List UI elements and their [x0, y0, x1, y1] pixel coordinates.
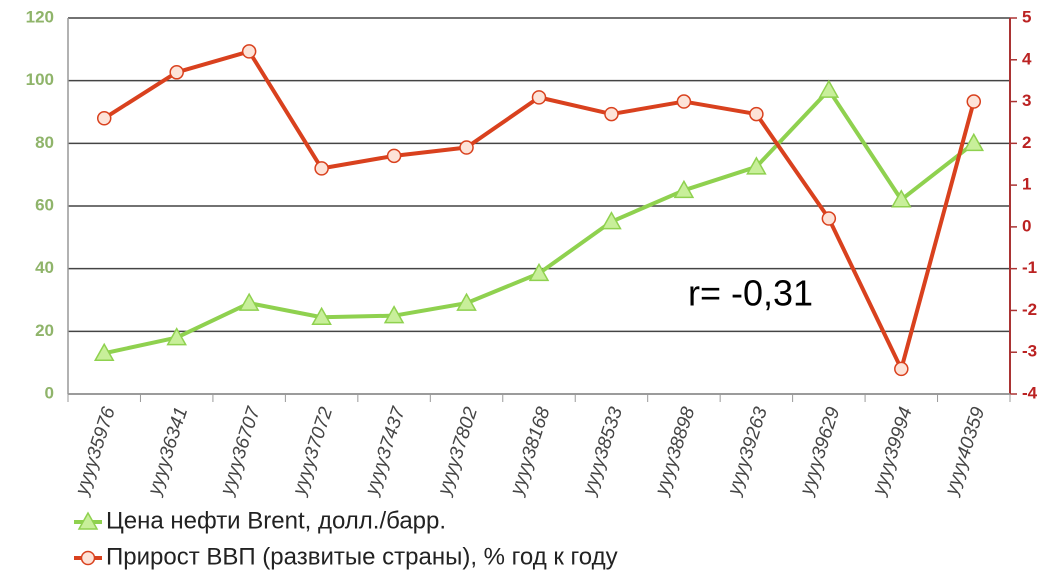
y2-tick-label: 4 — [1022, 49, 1032, 68]
series-marker — [386, 148, 402, 164]
y2-tick-label: -1 — [1022, 258, 1037, 277]
series-marker — [96, 111, 112, 126]
y2-tick-label: -2 — [1022, 300, 1037, 319]
y2-tick-label: -3 — [1022, 342, 1037, 361]
legend-entry: Прирост ВВП (развитые страны), % год к г… — [74, 543, 618, 570]
series-marker — [169, 65, 184, 80]
y2-tick-label: 5 — [1022, 7, 1031, 26]
series-marker — [746, 156, 767, 175]
legend-label: Прирост ВВП (развитые страны), % год к г… — [106, 543, 618, 570]
x-tick-label: yyyy36707 — [216, 403, 265, 499]
series-marker — [383, 305, 405, 324]
x-tick-label: yyyy39263 — [723, 404, 772, 499]
legend-marker — [77, 511, 99, 530]
series-marker — [314, 161, 329, 176]
x-tick-label: yyyy36341 — [144, 405, 193, 500]
y2-tick-label: -4 — [1022, 383, 1038, 402]
x-tick-label: yyyy35976 — [71, 404, 120, 499]
x-tick-label: yyyy37072 — [288, 404, 337, 499]
y-tick-label: 60 — [35, 195, 54, 214]
series-marker — [601, 211, 622, 230]
x-tick-label: yyyy38168 — [506, 404, 555, 499]
series-marker — [818, 79, 840, 98]
y2-tick-label: 0 — [1022, 216, 1031, 235]
series-marker — [238, 292, 260, 311]
x-tick-label: yyyy39629 — [796, 404, 845, 499]
series-marker — [673, 179, 695, 199]
series-marker — [456, 292, 477, 311]
x-tick-label: yyyy39994 — [868, 405, 917, 500]
series-marker — [531, 90, 547, 105]
series-marker — [604, 106, 619, 122]
legend-label: Цена нефти Brent, долл./барр. — [106, 507, 446, 534]
series-marker — [528, 262, 550, 282]
series-marker — [894, 361, 909, 377]
legend-marker — [80, 550, 96, 566]
series-marker — [311, 306, 332, 325]
y-tick-label: 20 — [35, 321, 54, 340]
series-marker — [459, 140, 474, 155]
x-tick-label: yyyy38533 — [578, 404, 627, 499]
series-marker — [676, 94, 692, 109]
legend-entry: Цена нефти Brent, долл./барр. — [74, 507, 446, 534]
series-marker — [749, 106, 764, 122]
series-marker — [966, 94, 982, 109]
y-tick-label: 80 — [35, 133, 54, 152]
x-tick-label: yyyy40359 — [941, 404, 990, 499]
series-marker — [963, 132, 985, 152]
series-marker — [166, 327, 187, 346]
series-marker — [891, 189, 912, 208]
x-tick-label: yyyy37437 — [361, 403, 410, 499]
annotation: r= -0,31 — [688, 273, 813, 314]
y2-tick-label: 2 — [1022, 133, 1031, 152]
y-tick-label: 100 — [26, 70, 54, 89]
y-tick-label: 120 — [26, 7, 54, 26]
y2-tick-label: 3 — [1022, 91, 1031, 110]
series-marker — [93, 342, 115, 362]
y-tick-label: 40 — [35, 258, 54, 277]
y2-tick-label: 1 — [1022, 175, 1031, 194]
x-tick-label: yyyy38898 — [651, 404, 700, 499]
series-marker — [821, 211, 837, 226]
x-tick-label: yyyy37802 — [433, 404, 482, 499]
series-marker — [241, 44, 257, 59]
y-tick-label: 0 — [45, 383, 54, 402]
series-line — [103, 88, 975, 356]
